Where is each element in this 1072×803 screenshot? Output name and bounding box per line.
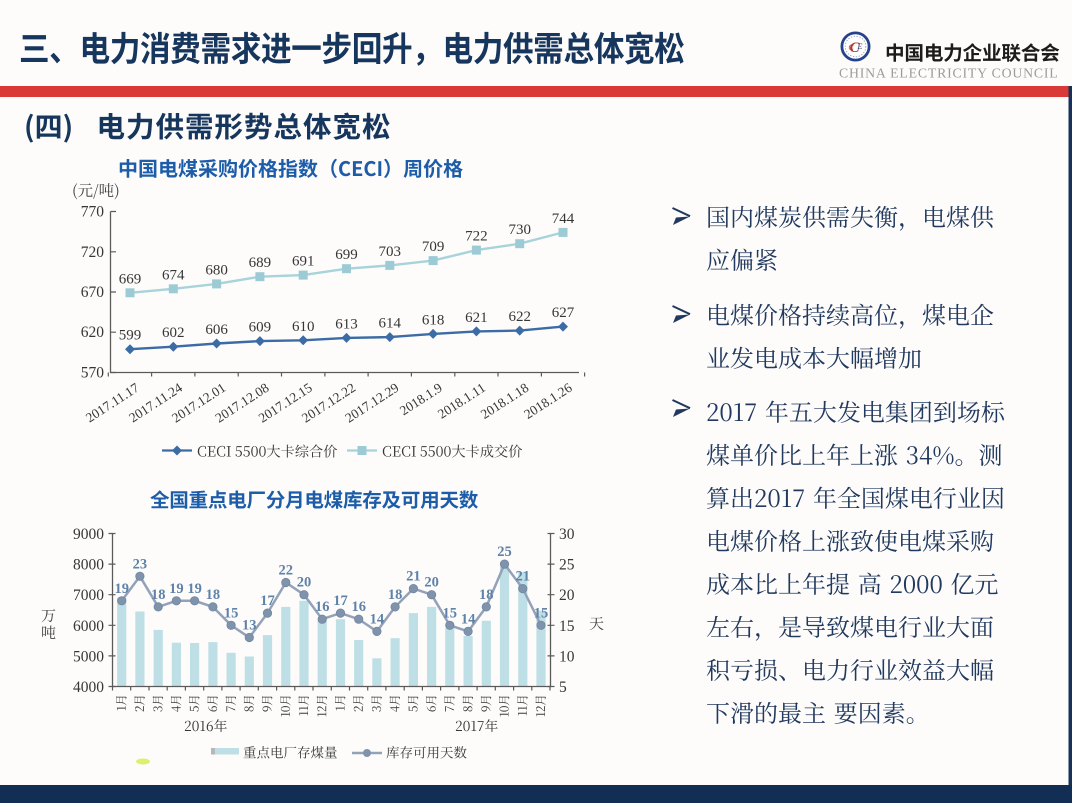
svg-text:C: C [849, 40, 860, 56]
svg-text:680: 680 [205, 262, 228, 278]
svg-text:674: 674 [162, 267, 185, 283]
svg-text:15: 15 [559, 618, 575, 635]
svg-text:C: C [848, 43, 854, 52]
svg-text:22: 22 [279, 563, 294, 579]
svg-text:17: 17 [333, 593, 348, 609]
svg-text:606: 606 [205, 322, 228, 338]
svg-text:709: 709 [422, 239, 445, 255]
svg-text:6000: 6000 [73, 618, 104, 635]
svg-text:9000: 9000 [73, 526, 104, 543]
svg-text:4000: 4000 [73, 679, 104, 696]
svg-text:18: 18 [479, 587, 494, 603]
svg-text:610: 610 [292, 319, 315, 335]
svg-text:15: 15 [224, 605, 239, 621]
svg-text:19: 19 [187, 581, 202, 597]
svg-text:17: 17 [260, 593, 275, 609]
svg-text:30: 30 [559, 526, 575, 543]
svg-text:613: 613 [335, 316, 358, 332]
svg-text:14: 14 [461, 611, 476, 627]
svg-text:8000: 8000 [73, 557, 104, 574]
svg-text:602: 602 [162, 325, 185, 341]
svg-text:2018.1.18: 2018.1.18 [478, 380, 532, 422]
svg-text:699: 699 [335, 247, 358, 263]
svg-text:13: 13 [242, 618, 257, 634]
svg-text:16: 16 [315, 599, 330, 615]
svg-text:720: 720 [81, 244, 105, 261]
svg-text:703: 703 [379, 244, 402, 260]
svg-text:7000: 7000 [73, 587, 104, 604]
svg-text:722: 722 [465, 229, 488, 245]
svg-text:E: E [857, 42, 863, 51]
svg-text:622: 622 [508, 309, 531, 325]
svg-text:20: 20 [297, 575, 312, 591]
svg-text:20: 20 [424, 575, 439, 591]
svg-text:18: 18 [206, 587, 221, 603]
svg-text:25: 25 [497, 544, 512, 560]
svg-text:744: 744 [552, 211, 575, 227]
svg-text:614: 614 [379, 316, 402, 332]
svg-text:14: 14 [370, 611, 385, 627]
svg-text:770: 770 [81, 204, 105, 221]
svg-text:19: 19 [114, 581, 129, 597]
svg-text:20: 20 [559, 587, 575, 604]
svg-text:2018.1.26: 2018.1.26 [521, 380, 575, 422]
svg-text:570: 570 [81, 365, 105, 382]
svg-text:10: 10 [559, 648, 575, 665]
svg-text:2018.1.11: 2018.1.11 [435, 380, 488, 422]
svg-text:21: 21 [516, 569, 531, 585]
svg-text:18: 18 [388, 587, 403, 603]
svg-text:5000: 5000 [73, 648, 104, 665]
svg-text:16: 16 [351, 599, 366, 615]
svg-text:18: 18 [151, 587, 166, 603]
svg-text:23: 23 [133, 556, 148, 572]
svg-text:609: 609 [249, 320, 272, 336]
svg-text:691: 691 [292, 254, 315, 270]
svg-text:669: 669 [119, 271, 142, 287]
svg-text:CHINA ELECTRICITY COUNCIL: CHINA ELECTRICITY COUNCIL [839, 66, 1059, 81]
svg-text:618: 618 [422, 312, 445, 328]
svg-text:599: 599 [119, 328, 142, 344]
svg-text:730: 730 [508, 222, 531, 238]
svg-text:689: 689 [249, 255, 272, 271]
svg-text:25: 25 [559, 557, 575, 574]
svg-text:620: 620 [81, 324, 105, 341]
svg-text:5: 5 [559, 679, 567, 696]
svg-text:670: 670 [81, 284, 105, 301]
svg-text:15: 15 [443, 605, 458, 621]
svg-text:621: 621 [465, 310, 488, 326]
svg-text:15: 15 [534, 605, 549, 621]
svg-text:627: 627 [552, 305, 575, 321]
svg-text:21: 21 [406, 569, 421, 585]
svg-text:19: 19 [169, 581, 184, 597]
